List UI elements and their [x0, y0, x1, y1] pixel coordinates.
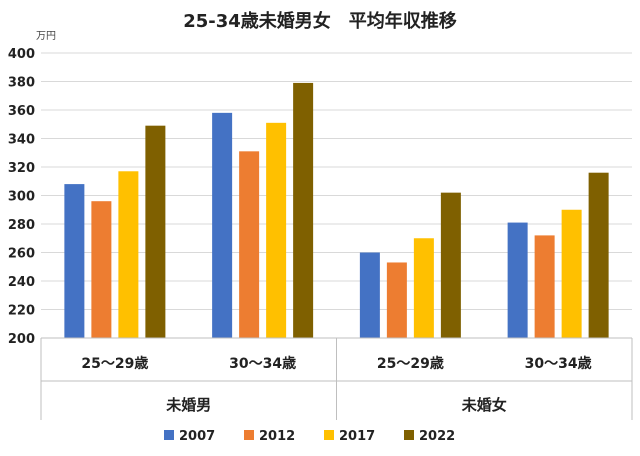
y-tick-label: 240: [8, 275, 35, 290]
y-axis-unit: 万円: [36, 31, 56, 42]
legend-swatch-2007: [164, 430, 174, 440]
bar-2007-3: [507, 222, 528, 338]
y-tick-label: 360: [8, 104, 35, 119]
x-category-label: 25～29歳: [377, 355, 444, 372]
chart-title: 25-34歳未婚男女 平均年収推移: [183, 10, 457, 32]
bar-2017-1: [266, 122, 287, 338]
legend-label: 2022: [419, 429, 455, 444]
legend-swatch-2022: [404, 430, 414, 440]
bar-2017-3: [561, 209, 582, 338]
x-category-label: 30～34歳: [229, 355, 296, 372]
legend-label: 2012: [259, 429, 295, 444]
y-tick-label: 320: [8, 161, 35, 176]
x-category-label: 25～29歳: [81, 355, 148, 372]
y-tick-label: 300: [8, 190, 35, 205]
legend-swatch-2017: [324, 430, 334, 440]
bar-2007-1: [212, 112, 233, 338]
y-tick-label: 400: [8, 47, 35, 62]
bar-2007-0: [64, 184, 85, 338]
legend-label: 2017: [339, 429, 375, 444]
bar-2022-0: [145, 125, 166, 338]
y-tick-label: 200: [8, 332, 35, 347]
bar-2022-3: [588, 172, 609, 338]
y-tick-label: 280: [8, 218, 35, 233]
bar-2017-0: [118, 171, 139, 338]
gridlines: [41, 52, 632, 339]
legend-label: 2007: [179, 429, 215, 444]
bar-2007-2: [359, 252, 380, 338]
y-tick-label: 380: [8, 76, 35, 91]
x-axis: 25～29歳 30～34歳 25～29歳 30～34歳未婚男 未婚女: [40, 337, 633, 420]
y-tick-label: 220: [8, 304, 35, 319]
bar-2022-2: [440, 192, 461, 338]
legend-swatch-2012: [244, 430, 254, 440]
x-category-label: 30～34歳: [525, 355, 592, 372]
bar-2022-1: [293, 82, 314, 338]
y-tick-label: 260: [8, 247, 35, 262]
bar-2017-2: [413, 238, 434, 338]
bar-2012-0: [91, 201, 112, 338]
y-axis-ticks: 200 220 240 260 280 300 320 340 360 380 400: [8, 47, 35, 347]
bar-2012-3: [534, 235, 555, 338]
legend: 2007 2012 2017 2022: [164, 429, 455, 444]
bars: [64, 82, 609, 338]
x-group-label: 未婚女: [461, 396, 507, 414]
bar-2012-2: [386, 262, 407, 338]
y-tick-label: 340: [8, 133, 35, 148]
bar-2012-1: [239, 151, 260, 338]
x-group-label: 未婚男: [165, 396, 211, 414]
